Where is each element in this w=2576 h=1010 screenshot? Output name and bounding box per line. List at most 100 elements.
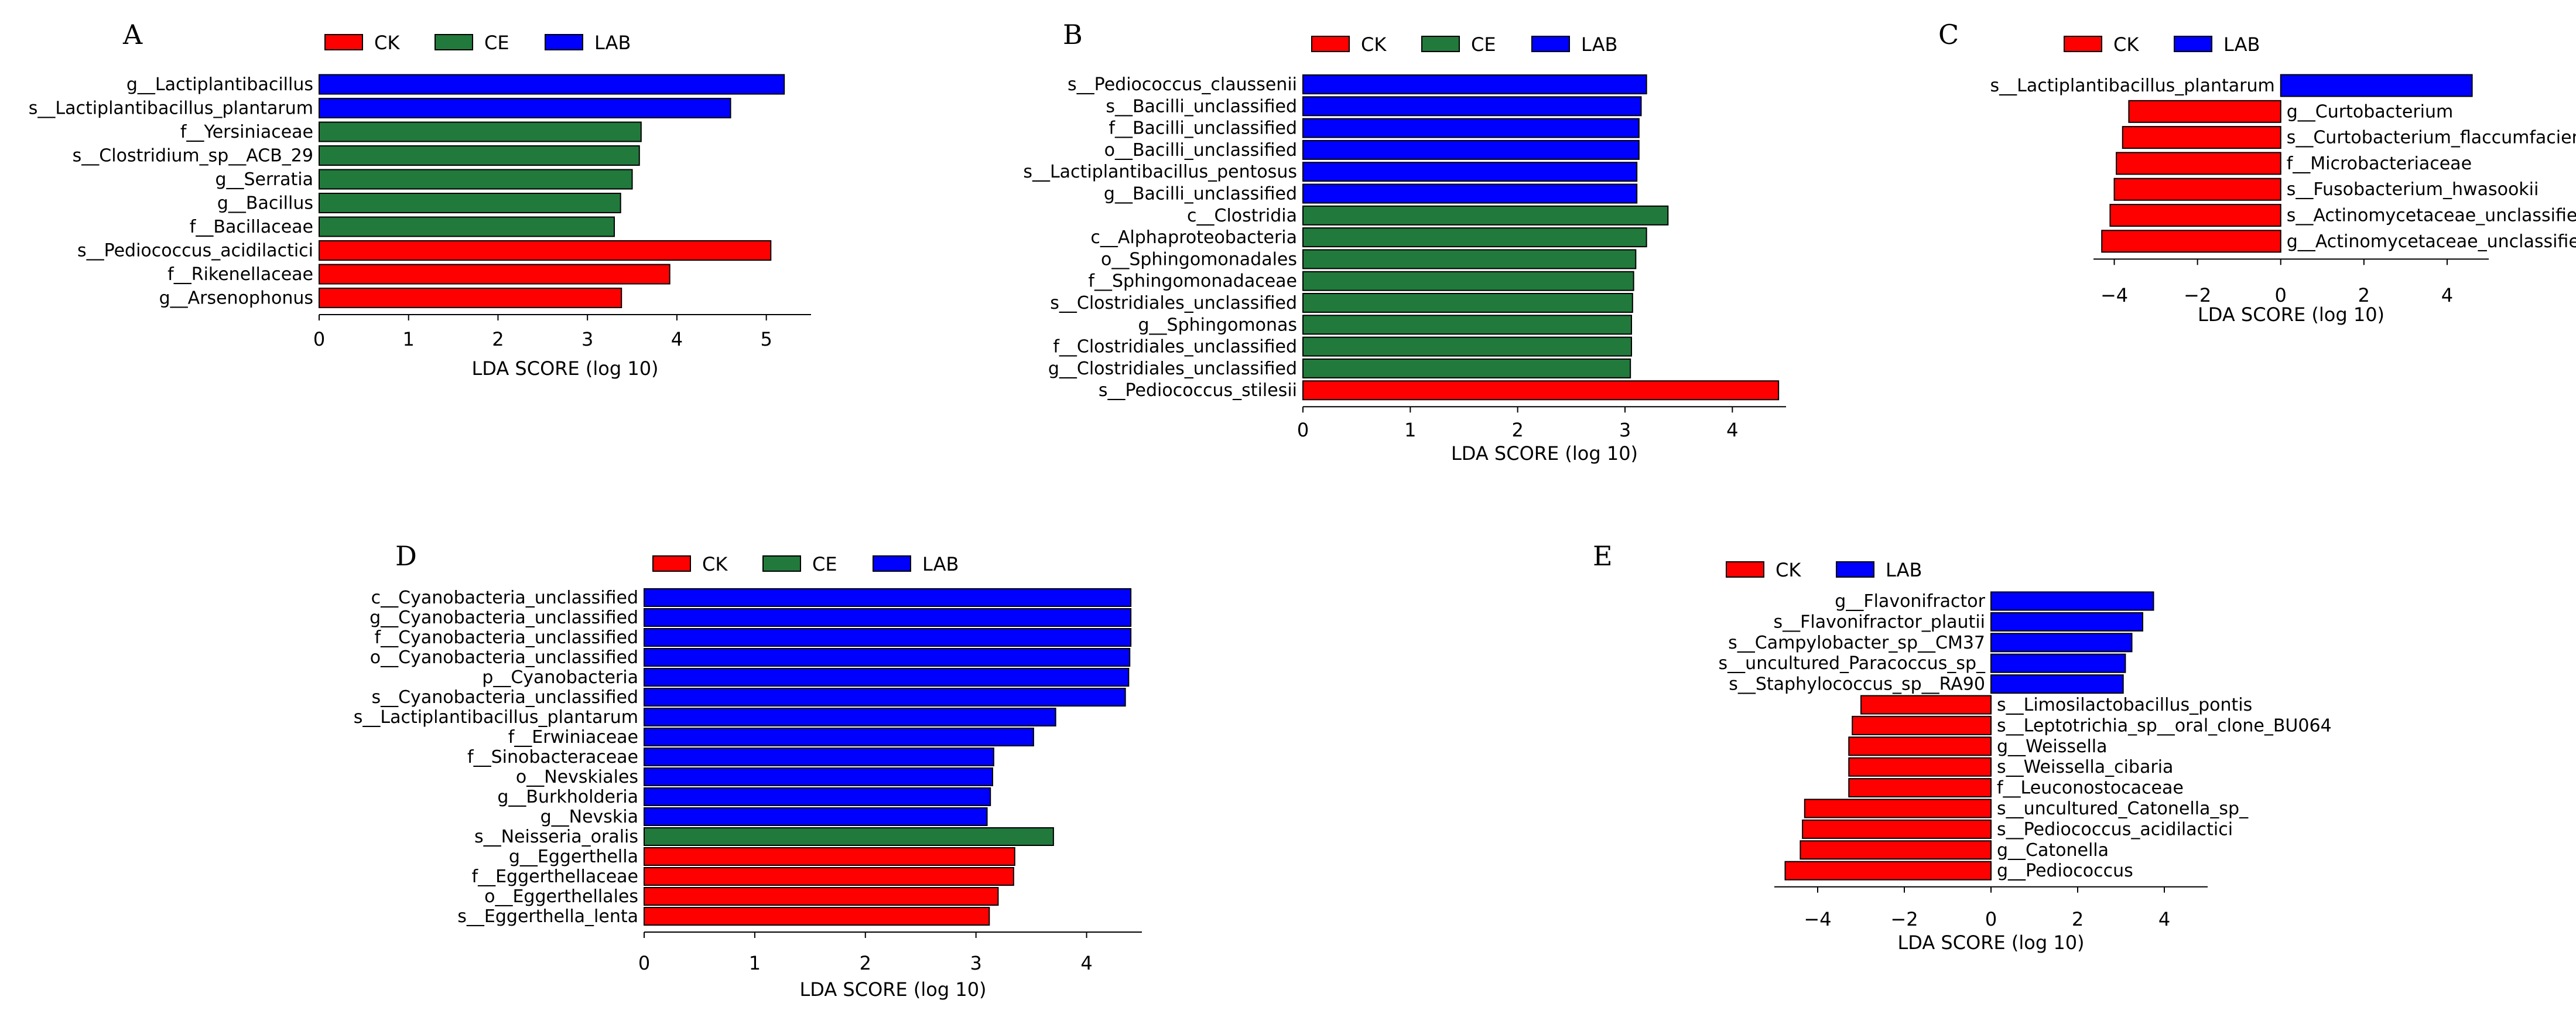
- panel-b-bar-s-clostridiales-unclassified: [1302, 293, 1633, 313]
- panel-e-x-tick-label: 2: [2072, 908, 2084, 930]
- panel-a-bar-label-g-serratia: g__Serratia: [215, 169, 313, 190]
- panel-d-legend-swatch-ce: [762, 555, 801, 572]
- panel-b-legend-swatch-ck: [1311, 36, 1350, 52]
- panel-b-bar-label-o-bacilli-unclassified: o__Bacilli_unclassified: [1104, 140, 1297, 161]
- panel-a-bar-g-bacillus: [319, 193, 621, 213]
- panel-a-legend-label-lab: LAB: [594, 32, 631, 54]
- panel-b-x-axis-title: LDA SCORE (log 10): [1451, 442, 1638, 465]
- panel-d-bar-f-sinobacteraceae: [644, 748, 994, 766]
- panel-a-bar-f-bacillaceae: [319, 216, 615, 237]
- panel-e-bar-s-pediococcus-acidilactici: [1802, 819, 1992, 839]
- panel-b-bar-label-s-clostridiales-unclassified: s__Clostridiales_unclassified: [1050, 293, 1297, 313]
- panel-d-bar-f-cyanobacteria-unclassified: [644, 628, 1132, 647]
- panel-d-bar-s-cyanobacteria-unclassified: [644, 688, 1126, 707]
- panel-e-bar-label-s-leptotrichia-sp-oral-clone-bu064: s__Leptotrichia_sp__oral_clone_BU064: [1997, 715, 2332, 736]
- panel-d: D CK CE LABc__Cyanobacteria_unclassifiedg__…: [354, 540, 1142, 1001]
- panel-b-bar-s-pediococcus-stilesii: [1302, 380, 1780, 401]
- panel-b-x-tick-label: 3: [1619, 419, 1631, 441]
- panel-d-bar-label-s-lactiplantibacillus-plantarum: s__Lactiplantibacillus_plantarum: [354, 707, 638, 728]
- panel-c-bar-label-g-curtobacterium: g__Curtobacterium: [2287, 101, 2454, 122]
- panel-d-legend-swatch-ck: [652, 555, 691, 572]
- panel-b-bar-o-bacilli-unclassified: [1302, 139, 1640, 160]
- panel-c-legend-label-lab: LAB: [2223, 33, 2260, 56]
- panel-e-legend-label-lab: LAB: [1886, 559, 1922, 581]
- panel-d-bar-label-o-cyanobacteria-unclassified: o__Cyanobacteria_unclassified: [370, 647, 638, 668]
- panel-a-bar-label-s-lactiplantibacillus-plantarum: s__Lactiplantibacillus_plantarum: [29, 98, 313, 119]
- panel-e-bar-label-g-catonella: g__Catonella: [1997, 840, 2109, 861]
- panel-a-bar-label-g-lactiplantibacillus: g__Lactiplantibacillus: [126, 74, 313, 95]
- panel-d-x-tick-label: 3: [970, 952, 981, 974]
- panel-a: A CK CE LAB g__Lactiplantibacillus s__Lactipl…: [29, 19, 811, 380]
- panel-b-bar-label-c-clostridia: c__Clostridia: [1187, 206, 1297, 226]
- panel-d-legend-swatch-lab: [873, 555, 911, 572]
- panel-c-bar-label-s-curtobacterium-flaccumfaciens: s__Curtobacterium_flaccumfaciens: [2287, 128, 2576, 148]
- panel-e-bar-label-s-uncultured-catonella-sp: s__uncultured_Catonella_sp_: [1997, 799, 2249, 819]
- panel-c-x-tick-label: −2: [2184, 284, 2211, 306]
- panel-c-bar-g-curtobacterium: [2128, 100, 2281, 123]
- panel-e-bar-label-s-campylobacter-sp-cm37: s__Campylobacter_sp__CM37: [1728, 633, 1985, 653]
- panel-e-bar-g-pediococcus: [1784, 861, 1992, 881]
- panel-d-bar-label-p-cyanobacteria: p__Cyanobacteria: [482, 667, 638, 688]
- panel-c-letter: C: [1938, 19, 1959, 50]
- panel-b-bar-label-o-sphingomonadales: o__Sphingomonadales: [1101, 249, 1297, 269]
- panel-a-bar-f-rikenellaceae: [319, 264, 670, 285]
- panel-b-bar-label-g-bacilli-unclassified: g__Bacilli_unclassified: [1104, 184, 1297, 204]
- panel-b-x-tick-label: 0: [1297, 419, 1309, 441]
- panel-d-bar-label-f-sinobacteraceae: f__Sinobacteraceae: [467, 747, 638, 767]
- panel-d-bar-o-eggerthellales: [644, 887, 999, 906]
- panel-c-bar-label-s-actinomycetaceae-unclassified: s__Actinomycetaceae_unclassified: [2287, 206, 2576, 226]
- panel-e-bar-g-flavonifractor: [1990, 591, 2154, 611]
- panel-d-bar-g-burkholderia: [644, 787, 991, 806]
- panel-b-legend-swatch-lab: [1531, 36, 1570, 52]
- panel-e-legend-swatch-lab: [1836, 561, 1874, 578]
- panel-d-bar-o-nevskiales: [644, 767, 993, 786]
- panel-d-letter: D: [395, 540, 417, 572]
- panel-b-x-tick-label: 1: [1404, 419, 1416, 441]
- panel-d-bar-label-g-eggerthella: g__Eggerthella: [509, 847, 638, 867]
- panel-d-bar-s-eggerthella-lenta: [644, 907, 990, 926]
- panel-e-bar-s-uncultured-paracoccus-sp: [1990, 653, 2126, 673]
- panel-a-legend-swatch-ck: [324, 34, 363, 50]
- panel-d-bar-label-f-eggerthellaceae: f__Eggerthellaceae: [472, 866, 638, 887]
- panel-d-bar-label-s-eggerthella-lenta: s__Eggerthella_lenta: [457, 906, 638, 927]
- panel-d-bar-g-eggerthella: [644, 847, 1015, 866]
- panel-e-bar-label-g-weissella: g__Weissella: [1997, 736, 2108, 757]
- panel-e-bar-s-uncultured-catonella-sp: [1804, 799, 1992, 818]
- panel-d-bar-label-f-erwiniaceae: f__Erwiniaceae: [508, 727, 638, 748]
- panel-c-x-tick-label: 0: [2275, 284, 2287, 306]
- panel-a-bar-g-serratia: [319, 169, 633, 190]
- panel-b-bar-g-sphingomonas: [1302, 315, 1632, 335]
- panel-b-bar-c-alphaproteobacteria: [1302, 227, 1647, 248]
- panel-e-letter: E: [1593, 540, 1613, 572]
- panel-b-bar-s-bacilli-unclassified: [1302, 96, 1642, 117]
- panel-c-bar-label-g-actinomycetaceae-unclassified: g__Actinomycetaceae_unclassified: [2287, 231, 2576, 252]
- panel-d-bar-f-eggerthellaceae: [644, 867, 1014, 886]
- panel-b-letter: B: [1063, 19, 1083, 50]
- panel-c-bar-label-s-fusobacterium-hwasookii: s__Fusobacterium_hwasookii: [2287, 179, 2539, 200]
- panel-d-x-tick-label: 2: [860, 952, 871, 974]
- panel-b-legend-label-lab: LAB: [1581, 33, 1617, 56]
- panel-d-x-tick-label: 4: [1080, 952, 1092, 974]
- panel-a-bar-label-g-arsenophonus: g__Arsenophonus: [159, 288, 313, 309]
- panel-a-bar-label-s-pediococcus-acidilactici: s__Pediococcus_acidilactici: [77, 241, 313, 261]
- panel-d-bar-label-o-eggerthellales: o__Eggerthellales: [484, 886, 638, 907]
- panel-a-bar-label-f-bacillaceae: f__Bacillaceae: [190, 217, 313, 237]
- panel-a-bar-s-lactiplantibacillus-plantarum: [319, 98, 731, 118]
- panel-a-x-tick-label: 4: [671, 328, 683, 350]
- panel-c-bar-s-fusobacterium-hwasookii: [2113, 178, 2281, 201]
- panel-b-bar-label-s-bacilli-unclassified: s__Bacilli_unclassified: [1106, 96, 1297, 117]
- panel-b-bar-label-s-pediococcus-stilesii: s__Pediococcus_stilesii: [1099, 380, 1297, 401]
- panel-a-bar-g-arsenophonus: [319, 288, 622, 308]
- panel-b-bar-label-f-bacilli-unclassified: f__Bacilli_unclassified: [1109, 118, 1297, 139]
- panel-b-bar-f-sphingomonadaceae: [1302, 271, 1634, 291]
- panel-e-bar-s-staphylococcus-sp-ra90: [1990, 674, 2124, 694]
- panel-e-bar-label-f-leuconostocaceae: f__Leuconostocaceae: [1997, 778, 2184, 799]
- panel-d-x-tick-label: 0: [638, 952, 650, 974]
- panel-b-bar-label-f-sphingomonadaceae: f__Sphingomonadaceae: [1088, 271, 1297, 292]
- panel-c-bar-label-f-microbacteriaceae: f__Microbacteriaceae: [2287, 153, 2472, 174]
- panel-c-bar-label-s-lactiplantibacillus-plantarum: s__Lactiplantibacillus_plantarum: [1990, 76, 2274, 96]
- panel-c-legend-swatch-ck: [2064, 36, 2102, 52]
- panel-b-bar-g-clostridiales-unclassified: [1302, 358, 1631, 378]
- panel-e-bar-label-s-limosilactobacillus-pontis: s__Limosilactobacillus_pontis: [1997, 695, 2252, 715]
- panel-a-bar-label-f-rikenellaceae: f__Rikenellaceae: [167, 264, 313, 285]
